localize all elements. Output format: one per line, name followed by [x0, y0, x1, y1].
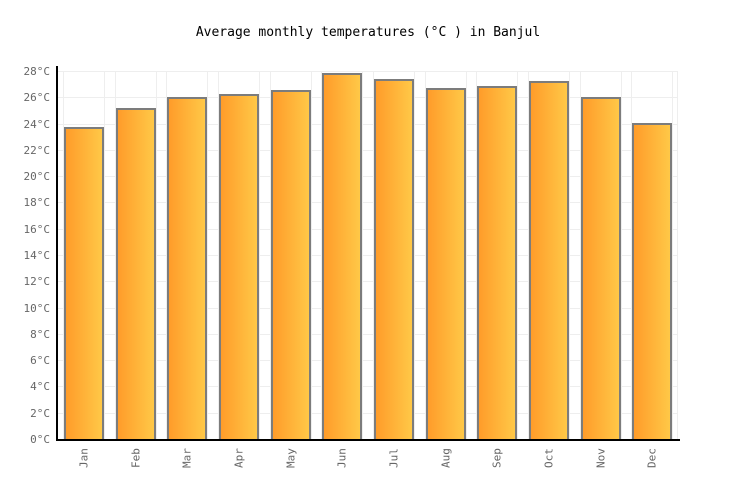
gridline-vertical [413, 72, 415, 440]
gridline-vertical [321, 72, 323, 440]
bar-jul [373, 78, 414, 440]
gridline-horizontal [58, 386, 678, 388]
gridline-vertical [103, 72, 105, 440]
x-axis-tick-label: Apr [232, 448, 246, 468]
y-axis-tick-label: 0°C [30, 433, 50, 446]
gridline-horizontal [58, 333, 678, 335]
gridline-horizontal [58, 255, 678, 256]
gridline-vertical [166, 72, 168, 440]
x-axis-tick-label: Jul [387, 448, 401, 468]
y-axis-tick-label: 24°C [23, 117, 51, 131]
y-axis-tick-label: 18°C [23, 196, 51, 210]
y-axis-line [56, 66, 58, 441]
bar-feb [115, 107, 156, 440]
x-axis-tick-label: Oct [542, 448, 556, 468]
bar-mar [167, 96, 208, 440]
gridline-vertical [258, 72, 260, 440]
gridline-vertical [672, 72, 674, 440]
x-axis-tick-label: May [284, 448, 297, 468]
bar-jun [322, 73, 363, 440]
x-axis-tick-label: Dec [645, 448, 659, 468]
y-axis-tick-label: 20°C [23, 170, 51, 184]
y-axis-tick-label: 12°C [23, 275, 51, 289]
gridline-vertical [527, 72, 529, 440]
gridline-vertical [310, 72, 312, 440]
gridline-horizontal [58, 123, 678, 125]
gridline-vertical [217, 72, 219, 440]
gridline-vertical [269, 72, 271, 440]
x-axis-tick-label: Jun [335, 448, 349, 468]
bar-apr [218, 94, 259, 440]
bar-sep [477, 86, 518, 440]
y-axis-tick-label: 26°C [23, 91, 51, 105]
x-axis-tick-label: Feb [129, 448, 142, 468]
gridline-vertical [207, 72, 209, 440]
gridline-vertical [631, 72, 633, 440]
gridline-vertical [465, 72, 467, 440]
gridline-vertical [372, 72, 374, 440]
gridline-vertical [579, 72, 581, 440]
gridline-horizontal [58, 307, 678, 309]
gridline-horizontal [58, 228, 678, 230]
gridline-vertical [155, 72, 157, 440]
gridline-horizontal [58, 149, 678, 151]
bar-dec [632, 123, 673, 440]
gridline-horizontal [58, 360, 678, 362]
gridline-vertical [620, 72, 622, 440]
x-axis-tick-label: Sep [490, 448, 504, 468]
gridline-horizontal [58, 412, 678, 414]
gridline-vertical [568, 72, 570, 440]
gridline-horizontal [58, 202, 678, 204]
x-axis-tick-label: Jan [77, 448, 91, 468]
y-axis-tick-label: 16°C [23, 222, 51, 236]
gridline-vertical [114, 72, 116, 440]
bar-may [270, 90, 311, 440]
gridline-horizontal [58, 97, 678, 99]
x-axis-tick-label: Mar [180, 448, 194, 468]
y-axis-tick-label: 28°C [23, 65, 51, 78]
x-axis-tick-label: Nov [594, 448, 607, 468]
y-axis-tick-label: 8°C [30, 327, 50, 341]
y-axis-tick-label: 14°C [23, 249, 51, 262]
plot-area [58, 71, 678, 440]
x-axis-tick-label: Aug [439, 448, 452, 468]
gridline-vertical [424, 72, 426, 440]
y-axis-tick-label: 10°C [23, 301, 51, 315]
bar-nov [580, 96, 621, 440]
y-axis-tick-label: 22°C [23, 143, 51, 157]
chart-title: Average monthly temperatures (°C ) in Ba… [195, 25, 541, 40]
gridline-vertical [476, 72, 478, 440]
x-axis-line [56, 439, 680, 441]
bar-oct [528, 81, 569, 440]
y-axis-tick-label: 4°C [30, 380, 50, 394]
bar-jan [63, 127, 104, 440]
y-axis-tick-label: 2°C [30, 406, 50, 420]
y-axis-tick-label: 6°C [30, 354, 50, 368]
gridline-horizontal [58, 71, 678, 72]
gridline-horizontal [58, 281, 678, 283]
gridline-horizontal [58, 176, 678, 178]
gridline-vertical [517, 72, 519, 440]
gridline-vertical [62, 72, 64, 440]
gridline-vertical [362, 72, 364, 440]
bar-aug [425, 87, 466, 440]
gridline-vertical [677, 72, 678, 440]
